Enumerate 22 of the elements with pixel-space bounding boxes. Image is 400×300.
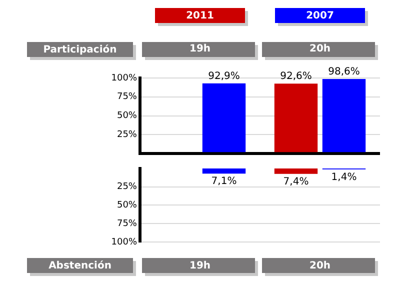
data-label: 1,4%: [331, 172, 357, 184]
x-tick-label: 19h: [189, 44, 211, 55]
data-label: 7,1%: [211, 176, 237, 188]
y-tick-label: 75%: [116, 218, 138, 229]
x-tick-label: 20h: [309, 260, 331, 272]
data-label: 98,6%: [328, 66, 360, 78]
x-tick-label: 19h: [189, 260, 211, 272]
x-axis-title: Participación: [43, 44, 117, 56]
x-tick-label: 20h: [309, 44, 331, 55]
y-tick-label: 50%: [116, 111, 138, 122]
y-tick-label: 75%: [116, 92, 138, 102]
x-axis-title: Abstención: [48, 260, 112, 272]
data-label: 7,4%: [283, 176, 309, 188]
text: 2011: [186, 10, 214, 22]
y-tick-label: 25%: [116, 182, 138, 192]
data-label: 92,9%: [208, 70, 240, 82]
y-tick-label: 50%: [116, 200, 138, 211]
y-tick-label: 100%: [111, 237, 138, 248]
y-tick-label: 100%: [111, 73, 138, 84]
y-tick-label: 25%: [116, 130, 138, 140]
data-label: 92,6%: [280, 71, 312, 82]
text: 2007: [306, 10, 334, 22]
